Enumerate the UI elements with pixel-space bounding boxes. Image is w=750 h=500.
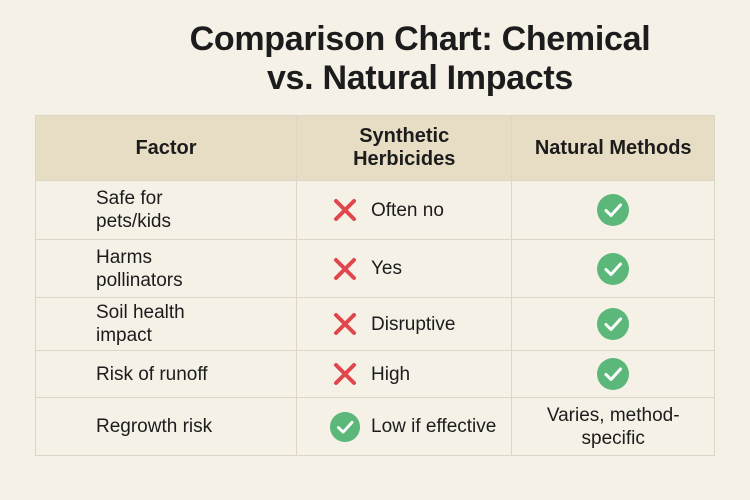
natural-cell	[511, 350, 715, 398]
synthetic-cell: Low if effective	[295, 397, 513, 456]
synthetic-value: Often no	[371, 199, 444, 221]
table-row: Safe for pets/kids Often no	[35, 180, 715, 240]
chart-title: Comparison Chart: Chemical vs. Natural I…	[140, 20, 700, 98]
header-row: Factor Synthetic Herbicides Natural Meth…	[35, 115, 715, 181]
factor-label: Risk of runoff	[96, 363, 208, 385]
synthetic-cell: Yes	[295, 239, 513, 298]
synthetic-cell: Often no	[295, 180, 513, 240]
table-row: Risk of runoff High	[35, 350, 715, 398]
cross-icon	[329, 253, 361, 285]
table-row: Regrowth risk Low if effective Varies, met…	[35, 397, 715, 456]
factor-label: Soil health impact	[96, 302, 185, 346]
synthetic-value: High	[371, 363, 411, 385]
synthetic-value: Yes	[371, 258, 402, 279]
synthetic-cell: High	[295, 350, 513, 398]
header-factor: Factor	[35, 115, 297, 181]
check-icon	[596, 307, 630, 341]
cross-icon	[329, 194, 361, 226]
factor-label: Harms pollinators	[96, 246, 183, 291]
natural-value: Varies, method-specific	[546, 404, 680, 449]
natural-cell: Varies, method-specific	[511, 397, 715, 456]
factor-cell: Safe for pets/kids	[35, 180, 297, 240]
natural-cell	[511, 239, 715, 298]
title-line-2: vs. Natural Impacts	[266, 59, 574, 97]
check-icon	[329, 411, 361, 443]
table-row: Soil health impact Disruptive	[35, 297, 715, 351]
comparison-table: Factor Synthetic Herbicides Natural Meth…	[35, 115, 715, 456]
factor-label: Regrowth risk	[96, 416, 213, 437]
synthetic-value: Low if effective	[371, 416, 497, 437]
header-synthetic: Synthetic Herbicides	[295, 115, 513, 181]
header-natural: Natural Methods	[511, 115, 715, 181]
cross-icon	[329, 358, 361, 390]
synthetic-value: Disruptive	[371, 313, 456, 335]
factor-cell: Soil health impact	[35, 297, 297, 351]
check-icon	[596, 252, 630, 286]
check-icon	[596, 193, 630, 227]
factor-cell: Regrowth risk	[35, 397, 297, 456]
table-row: Harms pollinators Yes	[35, 239, 715, 298]
cross-icon	[329, 308, 361, 340]
factor-label: Safe for pets/kids	[96, 188, 171, 232]
natural-cell	[511, 180, 715, 240]
factor-cell: Risk of runoff	[35, 350, 297, 398]
check-icon	[596, 357, 630, 391]
title-line-1: Comparison Chart: Chemical	[189, 20, 651, 58]
natural-cell	[511, 297, 715, 351]
synthetic-cell: Disruptive	[295, 297, 513, 351]
factor-cell: Harms pollinators	[35, 239, 297, 298]
